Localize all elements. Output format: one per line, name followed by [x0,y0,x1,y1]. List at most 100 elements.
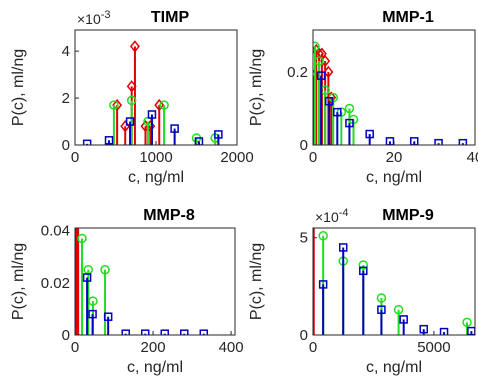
circle-marker [393,304,404,315]
subplot-title: MMP-1 [382,9,434,26]
square-marker [125,117,135,126]
square-marker [359,266,368,276]
square-marker [439,327,449,335]
subplot-title: MMP-8 [143,207,195,224]
multiplier-exponent: -3 [101,9,111,21]
plot-area [313,228,475,335]
square-marker [214,130,223,139]
y-multiplier: ×10-4 [315,207,349,225]
x-tick-label: 0 [309,339,317,356]
square-marker [458,138,468,145]
square-marker [419,324,428,334]
subplot: 0 200 400 0 0.02 0.04 MMP-8 c, ng/ml P(c), ml/ng [10,200,244,376]
circle-marker [109,100,119,110]
diamond-marker [74,200,82,210]
x-tick-label: 0 [309,149,317,166]
diamond-marker [129,40,140,53]
diamond-marker [326,91,337,104]
circle-marker [77,233,87,244]
axes-box [312,29,476,146]
diamond-marker [73,200,81,210]
square-marker [170,124,179,133]
square-marker [365,129,374,139]
x-tick-label: 1000 [139,149,172,166]
axes-box [74,227,236,336]
x-tick-label: 20 [386,149,403,166]
x-tick-label: 5000 [417,339,450,356]
diamond-marker [314,47,325,60]
x-tick-label: 0 [71,339,79,356]
square-marker [140,329,150,335]
multiplier-base: ×10 [315,209,339,225]
circle-marker [358,260,369,270]
x-axis-label: c, ng/ml [366,169,422,186]
subplot: 0 1000 2000 0 2 4 TIMP c, ng/ml P(c), ml/ng ×10-3 [10,9,254,186]
square-marker [82,273,92,282]
y-axis-label: P(c), ml/ng [248,49,265,126]
y-tick-label: 0.2 [287,64,308,81]
square-marker [377,305,386,314]
x-tick-label: 0 [71,149,79,166]
plot-area [82,40,223,145]
x-axis-label: c, ng/ml [128,169,184,186]
y-tick-label: 4 [62,43,70,60]
x-tick-label: 400 [219,339,244,356]
square-marker [316,71,326,80]
y-axis-label: P(c), ml/ng [10,243,27,320]
diamond-marker [72,200,80,210]
square-marker [399,315,408,324]
y-tick-label: 0.02 [41,275,70,292]
x-tick-label: 2000 [220,149,253,166]
axes-box [74,29,238,146]
square-marker [88,309,97,319]
square-marker [160,329,170,335]
subplot: 0 5000 0 5 MMP-9 c, ng/ml P(c), ml/ng ×10-4 [248,207,476,376]
y-multiplier: ×10-3 [77,9,111,27]
circle-marker [88,296,98,306]
diamond-marker [154,98,165,112]
y-axis-label: P(c), ml/ng [248,243,265,320]
x-tick-label: 200 [141,339,166,356]
y-tick-label: 0 [300,137,308,154]
subplot: 0 20 40 0 0.2 MMP-1 c, ng/ml P(c), ml/ng [248,9,478,186]
subplot-title: TIMP [151,9,190,26]
square-marker [345,118,354,128]
circle-marker [126,95,137,106]
square-marker [121,329,130,335]
y-tick-label: 0 [300,327,308,344]
subplot-title: MMP-9 [382,207,434,224]
multiplier-base: ×10 [77,11,101,27]
y-axis-label: P(c), ml/ng [10,49,27,126]
square-marker [324,96,334,106]
plot-area [313,41,468,145]
circle-marker [462,317,472,328]
square-marker [434,138,443,145]
y-tick-label: 2 [62,90,70,107]
circle-marker [314,56,324,66]
circle-marker [318,231,328,241]
x-axis-label: c, ng/ml [127,359,183,376]
square-marker [318,280,328,289]
square-marker [104,136,114,145]
square-marker [147,110,157,119]
x-axis-label: c, ng/ml [366,359,422,376]
square-marker [103,312,113,321]
y-tick-label: 5 [300,230,308,247]
x-tick-label: 40 [467,149,478,166]
y-tick-label: 0 [62,137,70,154]
square-marker [82,139,92,145]
multiplier-exponent: -4 [339,207,349,219]
circle-marker [313,41,320,52]
square-marker [180,329,189,335]
circle-marker [344,103,355,114]
square-marker [199,329,209,335]
circle-marker [100,265,110,275]
y-tick-label: 0 [62,327,70,344]
circle-marker [376,293,387,303]
square-marker [338,243,348,252]
diamond-marker [323,65,334,79]
circle-marker [159,100,169,110]
square-marker [333,107,342,117]
